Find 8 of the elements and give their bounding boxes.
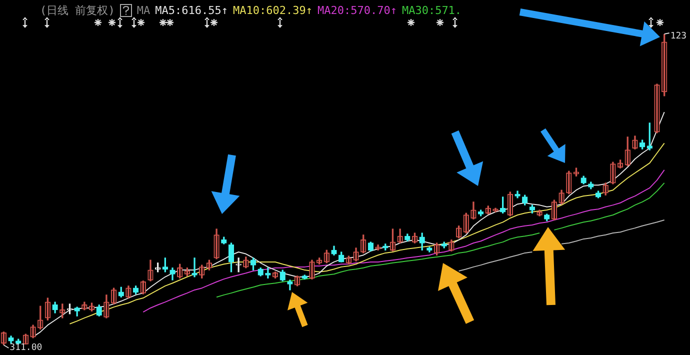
- text: MA5:616.55↑: [155, 4, 228, 16]
- chart-subtitle: (日线 前复权): [40, 2, 115, 18]
- text: MA20:570.70↑: [317, 4, 397, 16]
- text: 123: [670, 31, 687, 42]
- annotation: 311.00: [10, 342, 42, 353]
- text: MA10:602.39↑: [232, 4, 312, 16]
- text: MA30:571.: [402, 4, 462, 16]
- text: MA: [136, 4, 150, 16]
